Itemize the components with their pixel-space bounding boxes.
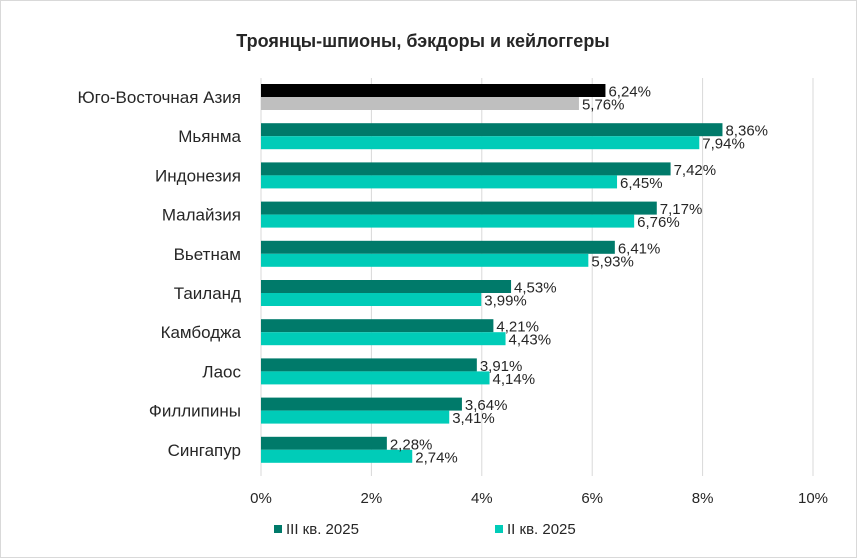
bar-q2 (261, 253, 589, 267)
category-label: Филлипины (149, 402, 241, 421)
bar-q3 (261, 201, 657, 215)
data-label: 7,42% (674, 162, 717, 179)
category-label: Вьетнам (174, 245, 241, 264)
legend-label: II кв. 2025 (507, 521, 576, 538)
category-label: Таиланд (174, 284, 241, 303)
bar-q3 (261, 358, 477, 372)
data-label: 6,41% (618, 240, 661, 257)
data-label: 7,17% (660, 201, 703, 218)
data-label: 4,53% (514, 280, 557, 297)
x-tick-label: 6% (581, 490, 603, 507)
data-label: 5,93% (591, 253, 634, 270)
bars (261, 84, 723, 463)
bar-q2 (261, 449, 413, 463)
data-label: 4,21% (496, 319, 539, 336)
bar-q3 (261, 397, 462, 411)
bar-q2 (261, 136, 700, 150)
bar-q3 (261, 240, 615, 254)
category-label: Малайзия (162, 206, 241, 225)
bar-q2 (261, 293, 482, 306)
data-label: 2,74% (415, 449, 458, 466)
data-label: 6,76% (637, 214, 680, 231)
bar-q3 (261, 319, 494, 333)
data-label: 5,76% (582, 97, 625, 114)
category-labels: Юго-Восточная Азия Мьянма Индонезия Малайзи… (77, 88, 241, 460)
bar-q3 (261, 280, 512, 293)
legend: III кв. 2025 II кв. 2025 (274, 521, 576, 538)
category-label: Камбоджа (161, 323, 242, 342)
x-tick-labels: 0% 2% 4% 6% 8% 10% (250, 490, 828, 507)
data-label: 8,36% (725, 123, 768, 140)
bar-q2 (261, 332, 506, 346)
data-label: 3,99% (484, 293, 527, 310)
data-label: 6,24% (608, 84, 651, 101)
data-label: 3,64% (465, 397, 508, 414)
category-label: Лаос (202, 362, 241, 381)
bar-q2 (261, 97, 579, 110)
x-tick-label: 4% (471, 490, 493, 507)
x-tick-label: 2% (361, 490, 383, 507)
x-tick-label: 8% (692, 490, 714, 507)
category-label: Юго-Восточная Азия (77, 88, 241, 107)
bar-q2 (261, 214, 635, 228)
category-label: Сингапур (168, 441, 241, 460)
bar-q2 (261, 175, 618, 189)
data-labels: 6,24%5,76% 8,36%7,94% 7,42% 6,45% 7,17%6,76%… (390, 84, 768, 467)
category-label: Индонезия (155, 166, 241, 185)
bar-q2 (261, 371, 490, 385)
data-label: 6,45% (620, 175, 663, 192)
legend-swatch (274, 525, 282, 533)
legend-swatch (495, 525, 503, 533)
x-tick-label: 0% (250, 490, 272, 507)
bar-q3 (261, 162, 671, 176)
bar-q3 (261, 123, 723, 137)
legend-label: III кв. 2025 (286, 521, 359, 538)
data-label: 3,41% (452, 410, 495, 427)
chart-title: Троянцы-шпионы, бэкдоры и кейлоггеры (236, 31, 609, 51)
data-label: 7,94% (702, 136, 745, 153)
data-label: 2,28% (390, 436, 433, 453)
data-label: 4,43% (509, 332, 552, 349)
bar-q3 (261, 84, 606, 97)
bar-q3 (261, 436, 387, 450)
data-label: 4,14% (493, 371, 536, 388)
bar-q2 (261, 410, 450, 424)
data-label: 3,91% (480, 358, 523, 375)
x-tick-label: 10% (798, 490, 828, 507)
category-label: Мьянма (178, 127, 241, 146)
